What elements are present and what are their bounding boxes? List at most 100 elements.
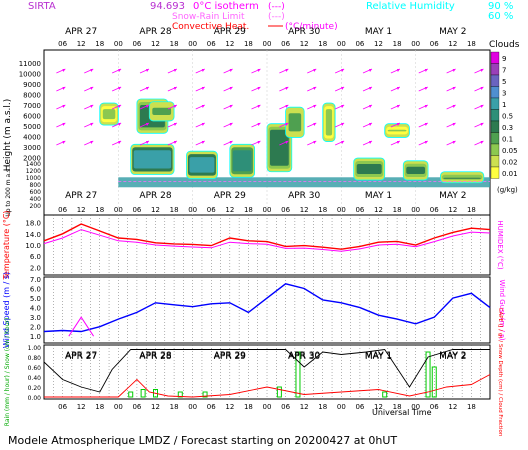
hour-tick-label: 18 (393, 403, 402, 411)
day-label: APR 28 (139, 352, 171, 362)
wind-arrow-head (201, 105, 205, 108)
legend-convective-unit: (°C/minute) (285, 22, 338, 32)
colorbar-swatch (490, 97, 500, 110)
hour-tick-label: 18 (467, 206, 476, 214)
rain-bar (431, 366, 437, 398)
wind-arrow-head (424, 87, 428, 90)
hour-tick-label: 12 (225, 40, 234, 48)
cloud-cell (133, 150, 172, 169)
hour-tick-label: 00 (188, 206, 197, 214)
y-tick-label: 2.0 (30, 324, 41, 332)
day-label: MAY 1 (365, 352, 392, 362)
day-label: APR 27 (65, 191, 97, 201)
y-tick-label: 2.0 (30, 264, 41, 272)
wind-arrow-head (90, 87, 94, 90)
hour-tick-label: 06 (430, 403, 439, 411)
day-label: APR 29 (214, 352, 246, 362)
wind-arrow-head (62, 141, 66, 144)
hour-tick-label: 00 (337, 403, 346, 411)
colorbar-tick-label: 3 (502, 90, 506, 98)
day-label: APR 29 (214, 27, 246, 37)
wind-arrow-head (396, 87, 400, 90)
hour-tick-label: 18 (244, 40, 253, 48)
y-tick-label: 0.00 (28, 395, 42, 402)
hour-tick-label: 00 (114, 40, 123, 48)
colorbar-swatch (490, 155, 500, 168)
cloud-cell (325, 109, 333, 136)
hour-tick-label: 06 (430, 40, 439, 48)
height-tick-label: 9000 (23, 81, 41, 89)
hour-tick-label: 12 (300, 40, 309, 48)
colorbar-tick-label: 0.01 (502, 170, 518, 178)
wind-arrow-head (396, 69, 400, 72)
hour-tick-label: 00 (263, 40, 272, 48)
humidex-ylabel: HUMIDEX (°C) (496, 220, 504, 269)
cloud-ylabel: Height (m a.s.l.) (3, 99, 13, 172)
legend-rh-60: 60 % (488, 11, 513, 22)
rain-bar (128, 391, 134, 398)
wind-arrow-head (313, 123, 317, 126)
rain-bar (425, 351, 431, 398)
hour-tick-label: 12 (300, 206, 309, 214)
height-tick-label: 1400 (26, 161, 41, 168)
colorbar-tick-label: 5 (502, 78, 506, 86)
day-label: MAY 1 (365, 351, 392, 361)
hour-tick-label: 12 (225, 206, 234, 214)
height-tick-label: 800 (30, 182, 42, 189)
hour-tick-label: 06 (355, 206, 364, 214)
wind-arrow-head (229, 141, 233, 144)
hour-tick-label: 06 (58, 40, 67, 48)
wind-arrow-head (201, 123, 205, 126)
cape-ylabel: CAPE (J / g) / Snow Depth (cm) / Cloud F… (497, 308, 503, 437)
height-tick-label: 5000 (23, 123, 41, 131)
wind-arrow-head (146, 141, 150, 144)
wind-arrow-head (452, 141, 456, 144)
hour-tick-label: 00 (411, 206, 420, 214)
height-tick-label: 8000 (23, 92, 41, 100)
rain-bar (140, 389, 146, 398)
cloud-cell (152, 107, 172, 115)
wind-arrow-head (257, 141, 261, 144)
wind-arrow-head (452, 69, 456, 72)
hour-tick-label: 06 (355, 40, 364, 48)
hour-tick-label: 06 (355, 403, 364, 411)
day-label: APR 30 (288, 27, 320, 37)
legend-rh: Relative Humidity (366, 1, 455, 12)
wind-arrow-head (229, 105, 233, 108)
grid-layer (53, 50, 481, 399)
wind-arrow-head (201, 69, 205, 72)
wind-arrow-head (480, 87, 484, 90)
wind-arrow-head (480, 123, 484, 126)
colorbar-swatch (490, 63, 500, 76)
hour-tick-label: 18 (393, 206, 402, 214)
colorbar-title: Clouds (489, 40, 520, 50)
wind-arrow-head (480, 69, 484, 72)
cloud-cell (288, 113, 302, 132)
rain-bar (295, 351, 301, 398)
precip-ylabel: Rain (mm / hour) / Snow (cm / hour) (4, 318, 11, 426)
wind-arrow-head (424, 105, 428, 108)
gust-ylabel: Wind Gust (m / s) (498, 279, 506, 340)
hour-tick-label: 18 (170, 403, 179, 411)
wind-arrow-head (480, 105, 484, 108)
hour-tick-label: 00 (114, 403, 123, 411)
wind-arrow-head (257, 105, 261, 108)
hour-tick-label: 00 (337, 40, 346, 48)
height-tick-label: 1000 (26, 175, 41, 182)
series-line-cape (44, 374, 491, 398)
cloud-cell (443, 177, 481, 179)
wind-arrow-head (146, 105, 150, 108)
hour-tick-label: 06 (132, 403, 141, 411)
day-label: MAY 2 (439, 351, 466, 361)
hour-tick-label: 06 (281, 206, 290, 214)
wind-arrow-head (313, 87, 317, 90)
cloud-cell (387, 129, 407, 132)
hour-tick-label: 00 (188, 403, 197, 411)
wind-arrow-head (146, 123, 150, 126)
day-label: APR 28 (139, 191, 171, 201)
legend-snow-style: (---) (268, 12, 285, 22)
wind-arrow-head (369, 141, 373, 144)
y-tick-label: 0.40 (28, 375, 42, 382)
wind-arrow-head (369, 105, 373, 108)
